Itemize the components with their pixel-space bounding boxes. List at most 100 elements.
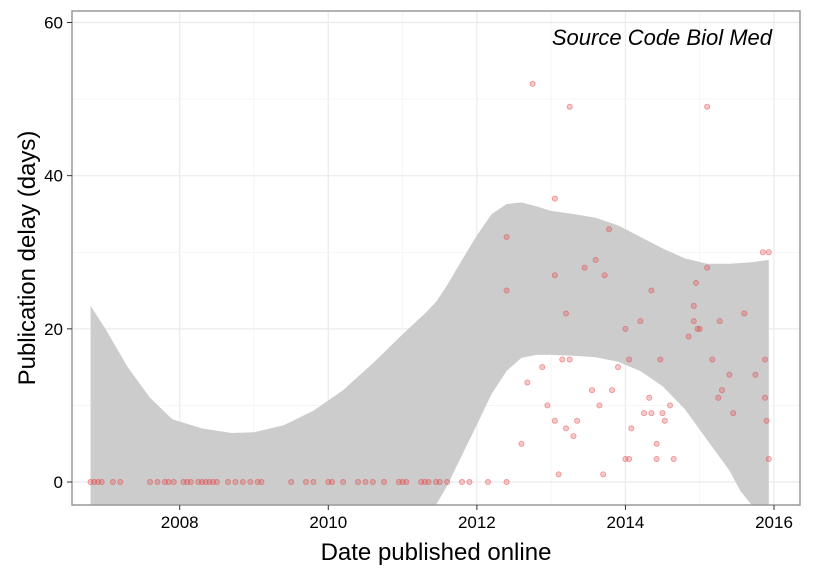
data-point (466, 479, 473, 486)
data-point (566, 356, 573, 363)
data-point (117, 479, 124, 486)
data-point (626, 456, 633, 463)
source-annotation: Source Code Biol Med (552, 25, 773, 50)
data-point (551, 195, 558, 202)
data-point (759, 249, 766, 256)
data-point (704, 264, 711, 271)
data-point (544, 402, 551, 409)
data-point (232, 479, 239, 486)
data-point (601, 272, 608, 279)
data-points (87, 80, 772, 486)
data-point (436, 479, 443, 486)
y-tick-label: 20 (44, 320, 63, 339)
data-point (626, 356, 633, 363)
data-point (715, 394, 722, 401)
data-point (503, 233, 510, 240)
data-point (109, 479, 116, 486)
data-point (539, 364, 546, 371)
data-point (444, 479, 451, 486)
data-point (622, 325, 629, 332)
data-point (653, 456, 660, 463)
data-point (380, 479, 387, 486)
data-point (646, 394, 653, 401)
x-tick-label: 2008 (161, 513, 199, 532)
data-point (563, 310, 570, 317)
data-point (615, 364, 622, 371)
data-point (690, 318, 697, 325)
data-point (765, 456, 772, 463)
data-point (551, 417, 558, 424)
data-point (609, 387, 616, 394)
data-point (213, 479, 220, 486)
data-point (600, 471, 607, 478)
data-point (719, 387, 726, 394)
data-point (258, 479, 265, 486)
data-point (503, 479, 510, 486)
data-point (696, 325, 703, 332)
data-point (529, 80, 536, 87)
data-point (146, 479, 153, 486)
data-point (653, 440, 660, 447)
data-point (661, 417, 668, 424)
data-point (657, 356, 664, 363)
data-point (596, 402, 603, 409)
data-point (170, 479, 177, 486)
data-point (302, 479, 309, 486)
y-axis-title: Publication delay (days) (14, 131, 41, 386)
data-point (648, 287, 655, 294)
data-point (637, 318, 644, 325)
data-point (154, 479, 161, 486)
data-point (741, 310, 748, 317)
data-point (730, 410, 737, 417)
data-point (563, 425, 570, 432)
data-point (340, 479, 347, 486)
data-point (606, 226, 613, 233)
data-point (752, 371, 759, 378)
data-point (165, 479, 172, 486)
data-point (239, 479, 246, 486)
data-point (570, 433, 577, 440)
data-point (518, 440, 525, 447)
data-point (693, 279, 700, 286)
data-point (648, 410, 655, 417)
data-point (362, 479, 369, 486)
x-tick-label: 2012 (458, 513, 496, 532)
data-point (628, 425, 635, 432)
data-point (310, 479, 317, 486)
x-tick-label: 2010 (309, 513, 347, 532)
data-point (458, 479, 465, 486)
x-axis: 2008 2010 2012 2014 2016 (161, 505, 793, 532)
data-point (566, 103, 573, 110)
y-axis: 0 20 40 60 (44, 13, 72, 492)
data-point (716, 318, 723, 325)
y-tick-label: 0 (54, 473, 63, 492)
x-axis-title: Date published online (321, 539, 552, 566)
x-tick-label: 2014 (607, 513, 645, 532)
data-point (726, 371, 733, 378)
y-tick-label: 60 (44, 13, 63, 32)
data-point (247, 479, 254, 486)
data-point (559, 356, 566, 363)
data-point (403, 479, 410, 486)
data-point (685, 333, 692, 340)
data-point (765, 249, 772, 256)
data-point (503, 287, 510, 294)
data-point (763, 417, 770, 424)
data-point (288, 479, 295, 486)
data-point (592, 256, 599, 263)
data-point (524, 379, 531, 386)
y-tick-label: 40 (44, 167, 63, 186)
plot-border (71, 10, 801, 506)
data-point (762, 356, 769, 363)
data-point (659, 410, 666, 417)
data-point (98, 479, 105, 486)
data-point (328, 479, 335, 486)
data-point (425, 479, 432, 486)
data-point (574, 417, 581, 424)
data-point (369, 479, 376, 486)
data-point (762, 394, 769, 401)
data-point (641, 410, 648, 417)
data-point (484, 479, 491, 486)
data-point (581, 264, 588, 271)
data-point (670, 456, 677, 463)
